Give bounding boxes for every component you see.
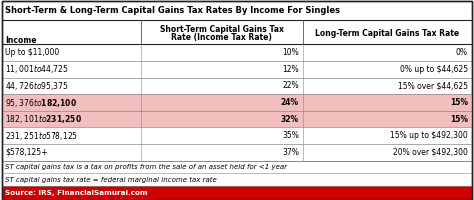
- Text: 15%: 15%: [450, 115, 468, 124]
- Text: 10%: 10%: [282, 48, 299, 57]
- Text: 15%: 15%: [450, 98, 468, 107]
- Text: 0% up to $44,625: 0% up to $44,625: [400, 65, 468, 74]
- Text: 37%: 37%: [282, 148, 299, 157]
- Text: Long-Term Capital Gains Tax Rate: Long-Term Capital Gains Tax Rate: [315, 29, 459, 38]
- Text: Source: IRS, FinancialSamurai.com: Source: IRS, FinancialSamurai.com: [5, 190, 148, 196]
- Text: $11,001 to $44,725: $11,001 to $44,725: [5, 63, 69, 75]
- Text: ST capital gains tax is a tax on profits from the sale of an asset held for <1 y: ST capital gains tax is a tax on profits…: [5, 164, 287, 170]
- Text: 35%: 35%: [282, 131, 299, 140]
- Text: $182,101 to $231,250: $182,101 to $231,250: [5, 113, 82, 125]
- Text: $44,726 to $95,375: $44,726 to $95,375: [5, 80, 69, 92]
- Text: 24%: 24%: [281, 98, 299, 107]
- Text: 12%: 12%: [283, 65, 299, 74]
- Text: Rate (Income Tax Rate): Rate (Income Tax Rate): [171, 33, 272, 42]
- Text: 15% over $44,625: 15% over $44,625: [398, 81, 468, 90]
- Text: Short-Term & Long-Term Capital Gains Tax Rates By Income For Singles: Short-Term & Long-Term Capital Gains Tax…: [5, 6, 340, 15]
- Text: 22%: 22%: [283, 81, 299, 90]
- Text: $95,376 to $182,100: $95,376 to $182,100: [5, 97, 77, 109]
- Text: 20% over $492,300: 20% over $492,300: [393, 148, 468, 157]
- Text: Income: Income: [5, 36, 36, 45]
- Text: 32%: 32%: [281, 115, 299, 124]
- Bar: [2, 94, 472, 111]
- Text: 15% up to $492,300: 15% up to $492,300: [390, 131, 468, 140]
- Text: Short-Term Capital Gains Tax: Short-Term Capital Gains Tax: [160, 25, 283, 34]
- Text: $578,125+: $578,125+: [5, 148, 48, 157]
- Text: ST capital gains tax rate = federal marginal income tax rate: ST capital gains tax rate = federal marg…: [5, 176, 217, 183]
- Text: Up to $11,000: Up to $11,000: [5, 48, 59, 57]
- Text: 0%: 0%: [456, 48, 468, 57]
- Bar: [2, 186, 472, 200]
- Text: $231,251 to $578,125: $231,251 to $578,125: [5, 130, 78, 142]
- Bar: [2, 111, 472, 127]
